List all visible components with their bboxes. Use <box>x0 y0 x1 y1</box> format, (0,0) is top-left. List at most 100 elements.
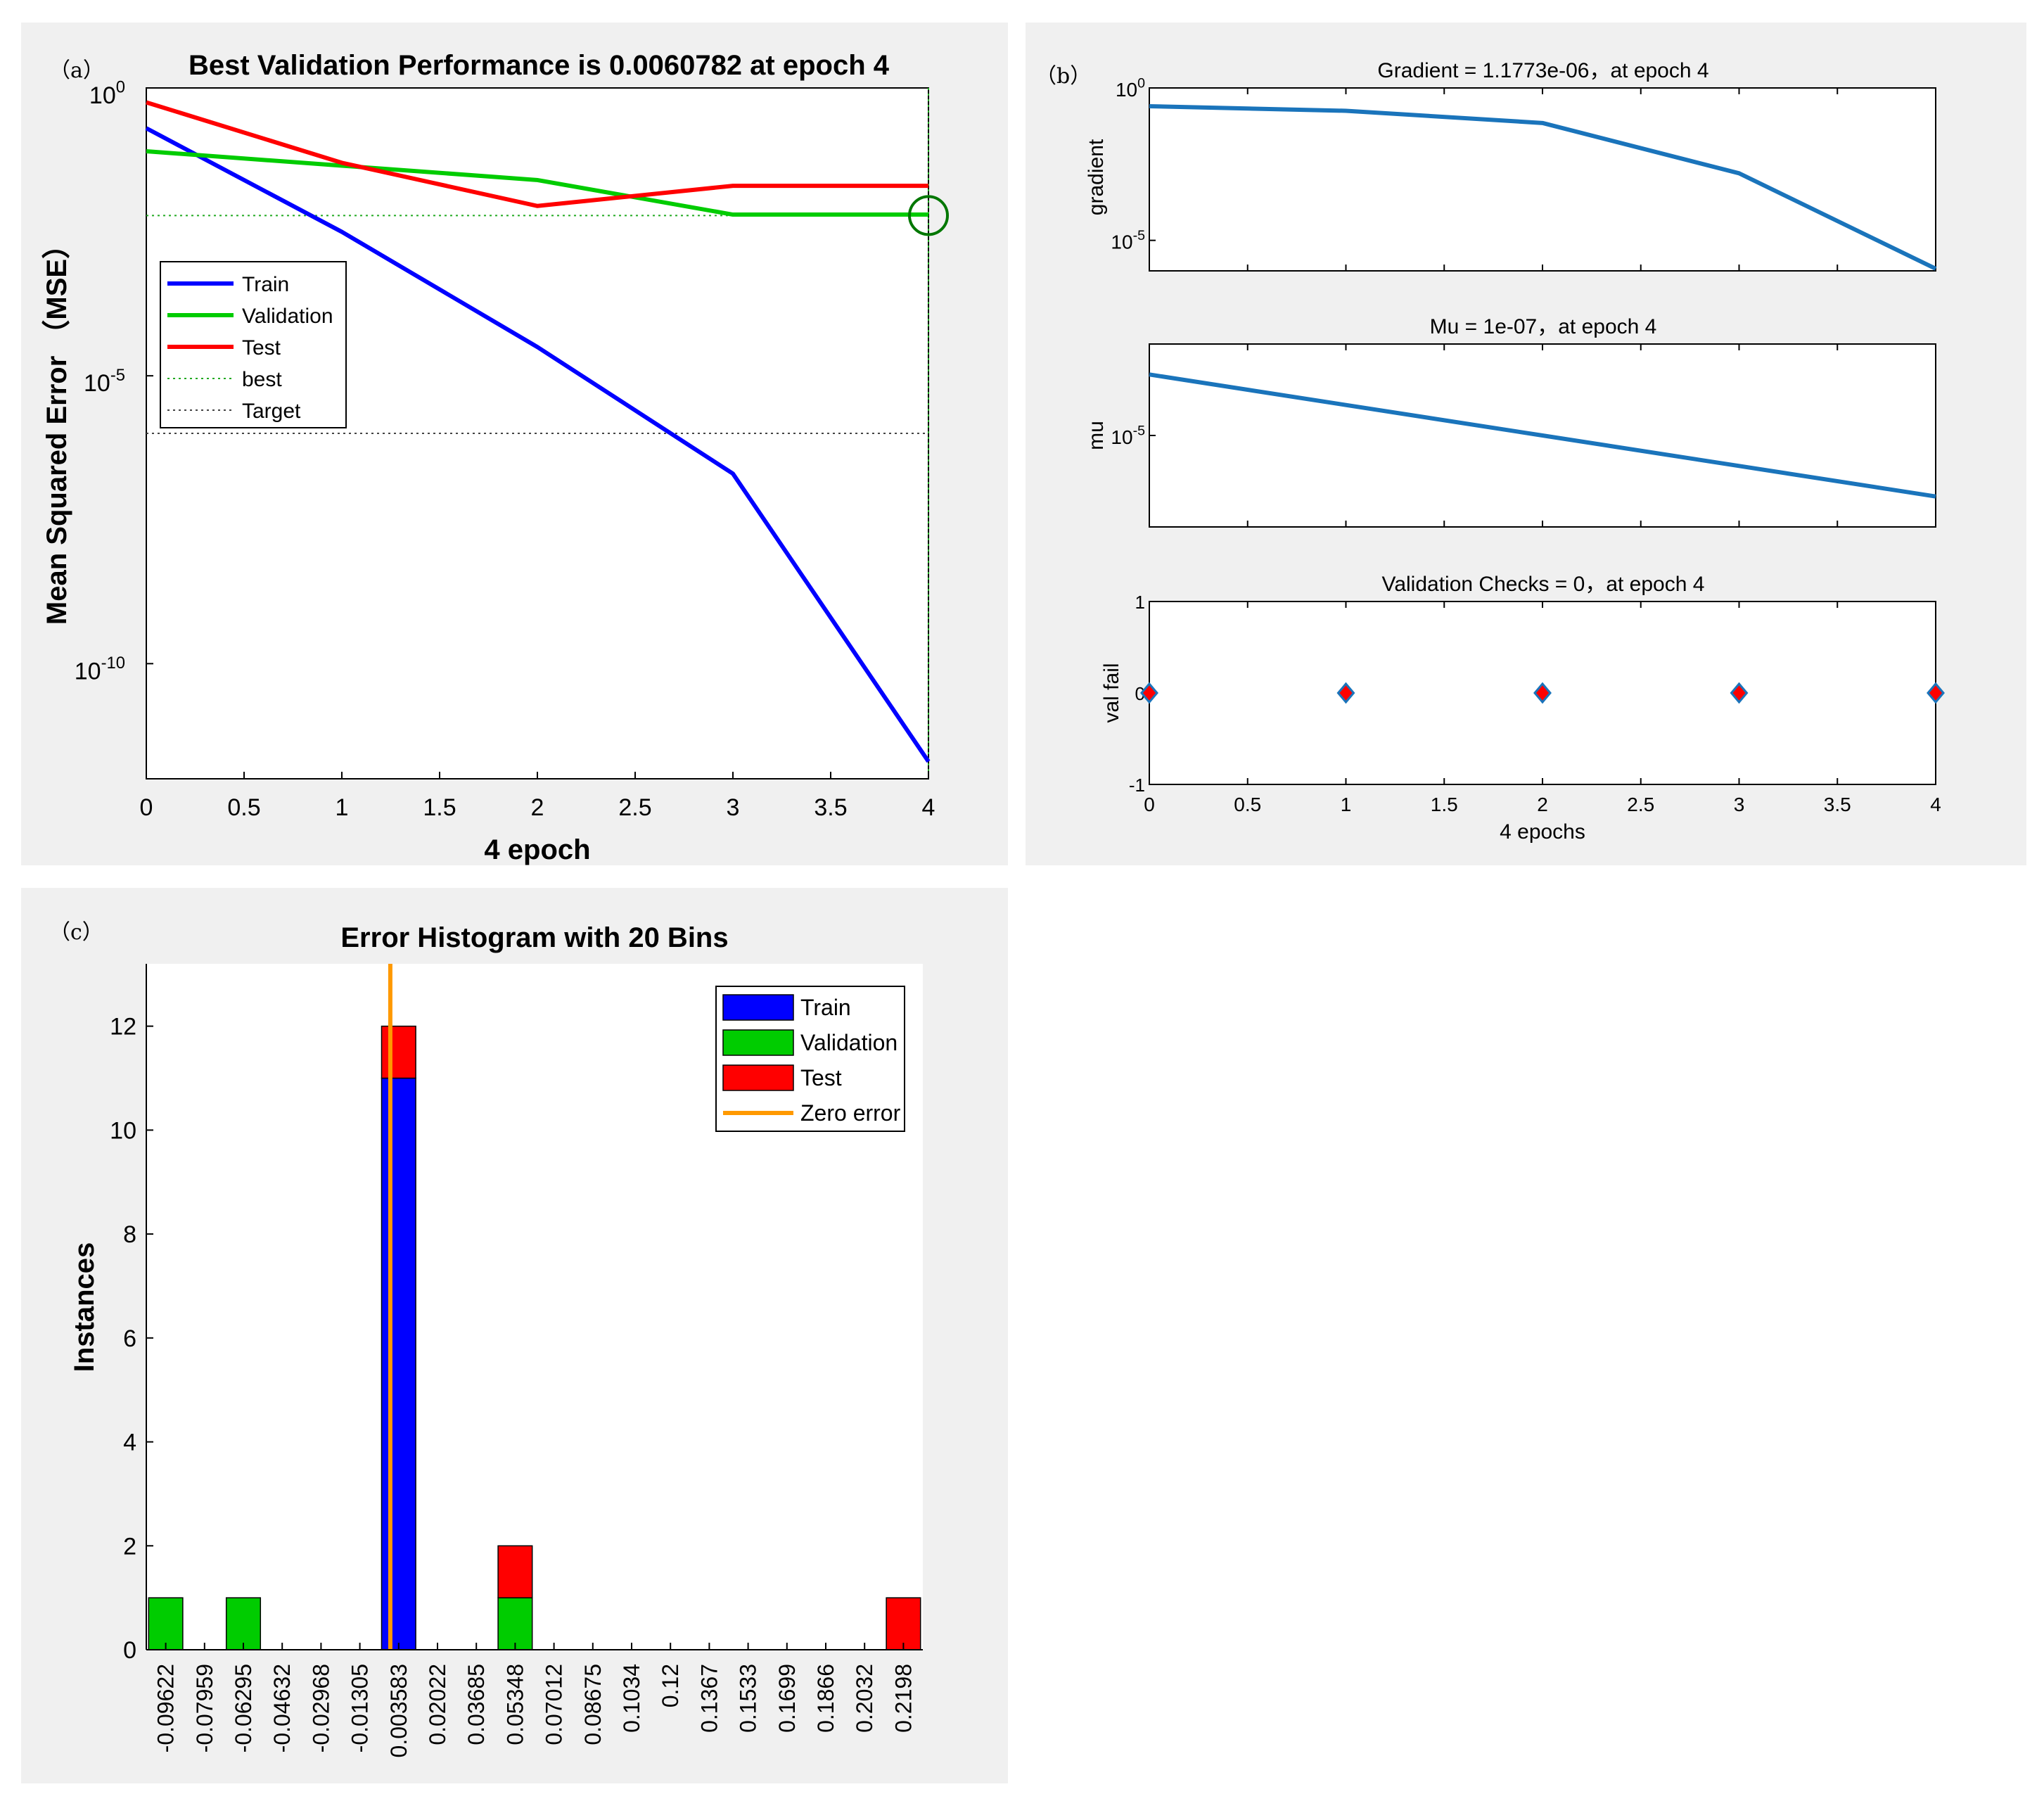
perf-xtick-label: 0.5 <box>227 794 260 821</box>
perf-xtick-label: 2 <box>531 794 544 821</box>
hist-ytick-label: 10 <box>110 1117 136 1144</box>
valfail-title: Validation Checks = 0，at epoch 4 <box>1382 573 1705 596</box>
hist-ytick-label: 12 <box>110 1014 136 1040</box>
hist-legend-swatch-validation <box>722 1029 794 1056</box>
hist-xtick-label: 0.1034 <box>619 1664 644 1733</box>
valfail-xtick-label: 2 <box>1537 794 1548 815</box>
mu-ytick-label-exp: -5 <box>1133 423 1146 438</box>
perf-xtick-label: 1 <box>336 794 349 821</box>
hist-xtick-label: -0.09622 <box>153 1664 179 1752</box>
panel-a-tag: （a） <box>49 58 104 83</box>
hist-ytick-label: 6 <box>123 1325 136 1352</box>
hist-legend-swatch-train <box>722 994 794 1021</box>
perf-xtick-label: 1.5 <box>423 794 456 821</box>
perf-ytick-label: 100 <box>89 78 125 109</box>
hist-xtick-label: 0.03685 <box>464 1664 489 1745</box>
valfail-xtick-label: 1.5 <box>1431 794 1458 815</box>
hist-xtick-label: 0.1866 <box>813 1664 838 1733</box>
valfail-point <box>1730 682 1749 704</box>
valfail-xlabel: 4 epochs <box>1500 820 1585 844</box>
hist-ytick-label: 0 <box>123 1637 136 1664</box>
hist-xtick-label: -0.02968 <box>308 1664 333 1752</box>
hist-ylabel: Instances <box>69 1242 100 1373</box>
valfail-point <box>1140 682 1158 704</box>
valfail-ylabel: val fail <box>1100 663 1123 723</box>
perf-xlabel: 4 epoch <box>484 834 590 865</box>
perf-ytick-label: 10-10 <box>75 654 125 685</box>
perf-ytick-label-exp: -10 <box>101 654 125 673</box>
hist-xtick-label: 0.2032 <box>852 1664 877 1733</box>
panel-c-title: Error Histogram with 20 Bins <box>340 922 728 953</box>
perf-legend: Train Validation Test best Target <box>160 261 347 428</box>
perf-legend-label: Target <box>242 400 301 423</box>
perf-series-validation <box>146 149 928 217</box>
valfail-ytick-label: 1 <box>1135 592 1145 613</box>
valfail-xtick-label: 0 <box>1144 794 1155 815</box>
hist-legend-label: Train <box>800 995 851 1020</box>
hist-legend: Train Validation Test Zero error <box>715 986 905 1132</box>
hist-bar-test <box>886 1597 921 1650</box>
valfail-xtick-label: 4 <box>1930 794 1941 815</box>
hist-xtick-label: 0.1367 <box>696 1664 722 1733</box>
perf-legend-label: Train <box>242 273 289 296</box>
perf-xtick-label: 0 <box>140 794 153 821</box>
panel-b-tag: （b） <box>1035 64 1091 89</box>
perf-ylabel: Mean Squared Error （MSE） <box>41 231 72 625</box>
valfail-ytick-label: 0 <box>1135 683 1145 704</box>
gradient-line <box>1149 104 1937 271</box>
perf-ytick-label-base: 10 <box>75 658 101 685</box>
valfail-xtick-label: 3 <box>1734 794 1745 815</box>
valfail-xtick-label: 3.5 <box>1824 794 1851 815</box>
hist-xtick-label: 0.1699 <box>774 1664 800 1733</box>
hist-xtick-label: -0.04632 <box>269 1664 295 1752</box>
hist-xtick-label: 0.2198 <box>890 1664 916 1733</box>
hist-legend-swatch-test <box>722 1064 794 1091</box>
hist-xtick-label: 0.1533 <box>736 1664 761 1733</box>
perf-xtick-label: 2.5 <box>618 794 651 821</box>
hist-bar-train <box>381 1077 416 1650</box>
valfail-xtick-label: 2.5 <box>1627 794 1654 815</box>
gradient-ylabel: gradient <box>1085 139 1108 215</box>
hist-ytick-label: 2 <box>123 1533 136 1560</box>
mu-ylabel: mu <box>1085 421 1108 450</box>
hist-xtick-label: 0.12 <box>658 1664 683 1707</box>
plot-area-gradient <box>1149 87 1936 272</box>
valfail-point <box>1927 682 1945 704</box>
perf-legend-label: Test <box>242 336 281 359</box>
perf-legend-label: best <box>242 368 282 391</box>
perf-xtick-label: 3 <box>727 794 740 821</box>
hist-ytick-label: 8 <box>123 1221 136 1248</box>
perf-best-marker <box>908 195 949 236</box>
panel-a-title: Best Validation Performance is 0.0060782… <box>189 50 890 81</box>
gradient-ytick-label-base: 10 <box>1111 231 1132 253</box>
gradient-ytick-label-exp: -5 <box>1133 228 1146 243</box>
hist-xtick-label: 0.05348 <box>502 1664 528 1745</box>
hist-xtick-label: -0.01305 <box>347 1664 373 1752</box>
perf-series-test <box>146 100 928 208</box>
hist-xtick-label: 0.02022 <box>425 1664 450 1745</box>
hist-xtick-label: 0.07012 <box>542 1664 567 1745</box>
perf-ytick-label-exp: 0 <box>116 78 125 97</box>
hist-legend-label: Test <box>800 1065 842 1090</box>
valfail-ytick-label: -1 <box>1129 775 1145 796</box>
mu-line <box>1149 372 1936 499</box>
valfail-xtick-label: 1 <box>1341 794 1352 815</box>
mu-ytick-label-base: 10 <box>1111 426 1132 448</box>
hist-legend-label: Validation <box>800 1030 898 1055</box>
gradient-ytick-label: 100 <box>1116 75 1145 101</box>
hist-xtick-label: 0.08675 <box>580 1664 606 1745</box>
hist-legend-label: Zero error <box>800 1100 901 1126</box>
valfail-xtick-label: 0.5 <box>1234 794 1261 815</box>
hist-bar-validation <box>148 1597 184 1650</box>
perf-ytick-label: 10-5 <box>84 366 125 397</box>
hist-xtick-label: -0.06295 <box>231 1664 256 1752</box>
hist-xtick-label: 0.003583 <box>386 1664 411 1757</box>
gradient-ytick-label-exp: 0 <box>1137 75 1145 91</box>
hist-bar-test <box>381 1025 416 1079</box>
valfail-point <box>1533 682 1552 704</box>
gradient-ytick-label: 10-5 <box>1111 228 1145 253</box>
perf-xtick-label: 4 <box>922 794 935 821</box>
hist-bar-validation <box>497 1597 533 1650</box>
hist-xtick-label: -0.07959 <box>192 1664 217 1752</box>
